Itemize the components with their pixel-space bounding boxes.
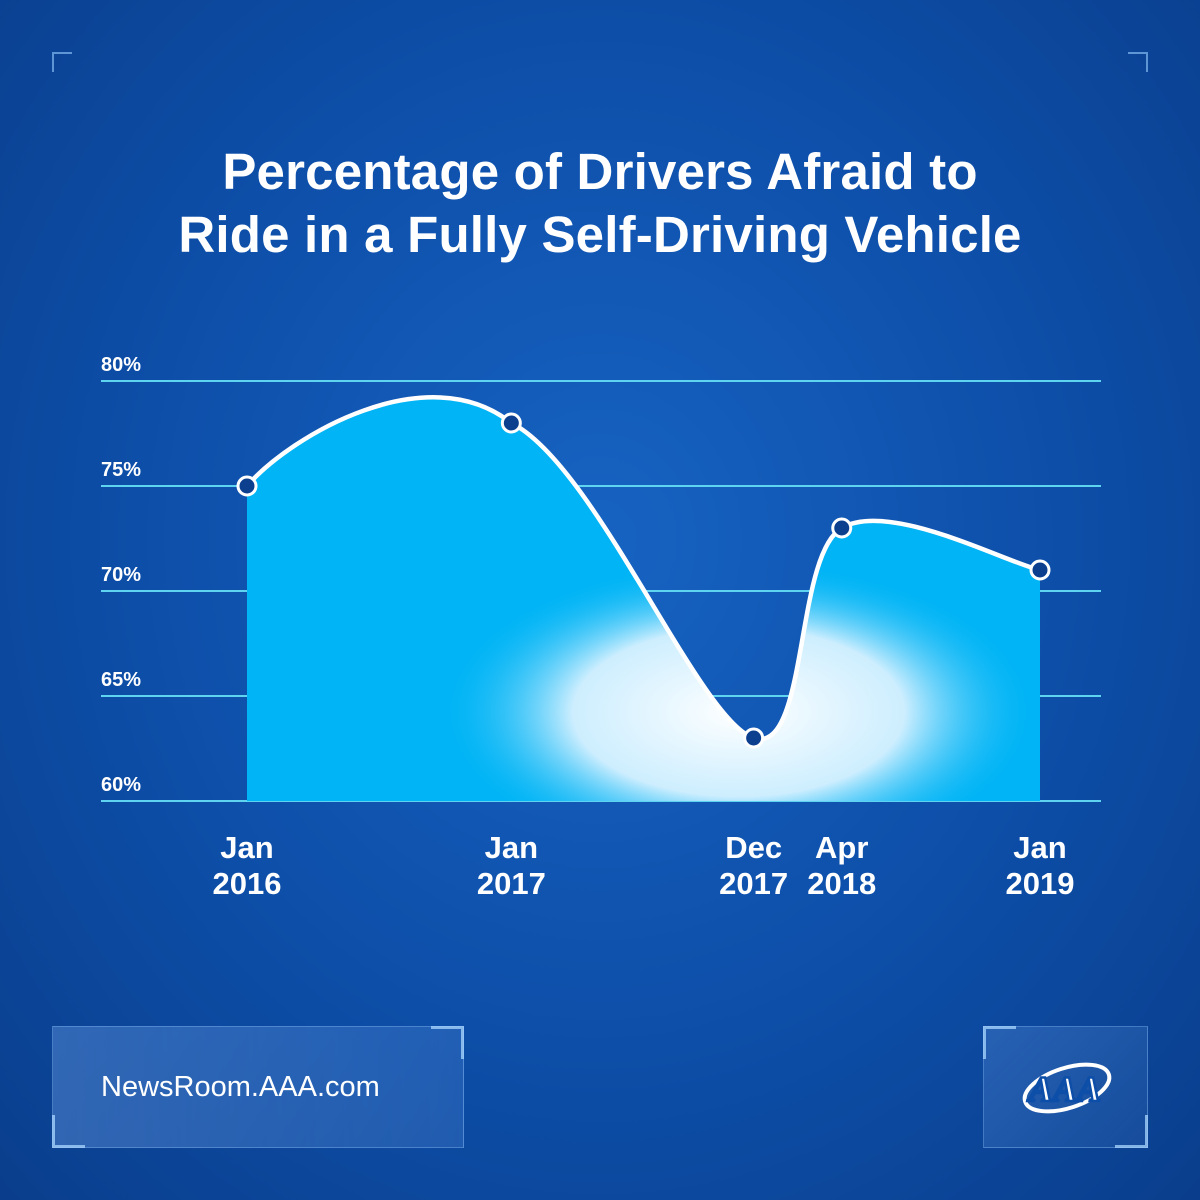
y-tick-label: 75% xyxy=(101,459,141,481)
data-point xyxy=(1029,559,1051,581)
x-tick-label: Jan 2017 xyxy=(477,830,546,901)
x-tick-label-year: 2017 xyxy=(477,866,546,901)
series-line xyxy=(244,395,1043,742)
logo-box: AAA xyxy=(983,1026,1148,1148)
data-point xyxy=(743,727,765,749)
y-tick-label: 65% xyxy=(101,669,141,691)
data-point xyxy=(500,412,522,434)
decorative-frame xyxy=(52,52,1148,1148)
aaa-logo-icon: AAA xyxy=(1022,1062,1112,1114)
y-tick-label: 70% xyxy=(101,564,141,586)
data-point xyxy=(236,475,258,497)
x-tick-label-year: 2018 xyxy=(807,866,876,901)
y-tick-label: 80% xyxy=(101,354,141,376)
data-point xyxy=(831,517,853,539)
chart-title-line-1: Percentage of Drivers Afraid to xyxy=(222,143,978,200)
area-glow xyxy=(247,397,1040,801)
footer-url-box: NewsRoom.AAA.com xyxy=(52,1026,464,1148)
x-tick-label: Jan 2019 xyxy=(1006,830,1075,901)
chart-title: Percentage of Drivers Afraid to Ride in … xyxy=(60,140,1140,266)
aaa-logo-text: AAA xyxy=(1027,1069,1101,1109)
frame-corner xyxy=(1128,52,1148,72)
box-corner xyxy=(983,1026,1016,1059)
x-tick-label-month: Jan xyxy=(1013,830,1066,865)
x-tick-label: Jan 2016 xyxy=(213,830,282,901)
newsroom-link[interactable]: NewsRoom.AAA.com xyxy=(101,1071,380,1103)
box-corner xyxy=(52,1115,85,1148)
box-corner xyxy=(1115,1115,1148,1148)
x-tick-label-year: 2017 xyxy=(719,866,788,901)
box-corner xyxy=(431,1026,464,1059)
y-tick-label: 60% xyxy=(101,774,141,796)
x-tick-label-year: 2019 xyxy=(1006,866,1075,901)
x-tick-label: Apr 2018 xyxy=(807,830,876,901)
x-tick-label-year: 2016 xyxy=(213,866,282,901)
x-tick-label-month: Jan xyxy=(485,830,538,865)
frame-corner xyxy=(52,52,72,72)
chart-title-line-2: Ride in a Fully Self-Driving Vehicle xyxy=(178,206,1022,263)
x-tick-label-month: Apr xyxy=(815,830,868,865)
x-tick-label-month: Jan xyxy=(220,830,273,865)
x-tick-label: Dec 2017 xyxy=(719,830,788,901)
x-tick-label-month: Dec xyxy=(725,830,782,865)
